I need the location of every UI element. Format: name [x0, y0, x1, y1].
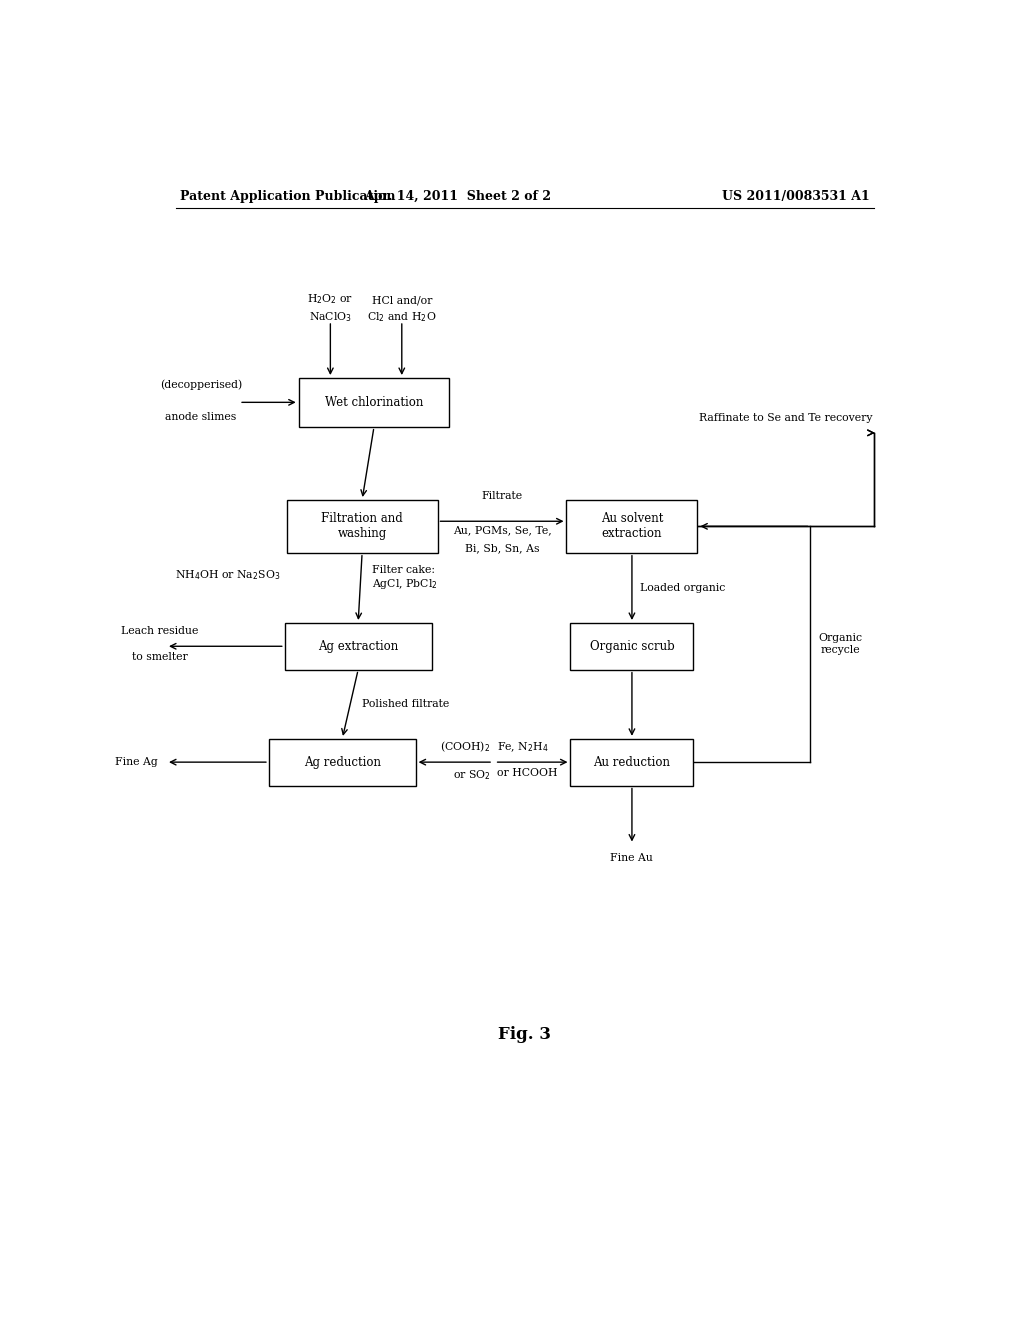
Text: Wet chlorination: Wet chlorination	[325, 396, 423, 409]
FancyBboxPatch shape	[287, 500, 437, 553]
Text: or HCOOH: or HCOOH	[497, 768, 557, 779]
Text: Filter cake:
AgCl, PbCl$_2$: Filter cake: AgCl, PbCl$_2$	[372, 565, 437, 590]
Text: Organic
recycle: Organic recycle	[818, 634, 862, 655]
FancyBboxPatch shape	[269, 739, 416, 785]
Text: Apr. 14, 2011  Sheet 2 of 2: Apr. 14, 2011 Sheet 2 of 2	[364, 190, 551, 202]
Text: Fine Au: Fine Au	[610, 853, 653, 862]
Text: (decopperised): (decopperised)	[160, 380, 242, 391]
FancyBboxPatch shape	[570, 623, 693, 669]
Text: Leach residue: Leach residue	[121, 626, 199, 636]
Text: Polished filtrate: Polished filtrate	[362, 700, 450, 709]
Text: HCl and/or: HCl and/or	[372, 296, 432, 306]
FancyBboxPatch shape	[570, 739, 693, 785]
Text: US 2011/0083531 A1: US 2011/0083531 A1	[722, 190, 870, 202]
Text: or SO$_2$: or SO$_2$	[453, 768, 490, 781]
Text: Au, PGMs, Se, Te,: Au, PGMs, Se, Te,	[453, 525, 551, 536]
Text: Fe, N$_2$H$_4$: Fe, N$_2$H$_4$	[497, 741, 549, 754]
Text: anode slimes: anode slimes	[166, 412, 237, 422]
FancyBboxPatch shape	[299, 378, 450, 426]
Text: Ag reduction: Ag reduction	[304, 755, 381, 768]
Text: Bi, Sb, Sn, As: Bi, Sb, Sn, As	[465, 544, 540, 553]
Text: NaClO$_3$: NaClO$_3$	[309, 310, 352, 323]
Text: Fig. 3: Fig. 3	[499, 1026, 551, 1043]
Text: H$_2$O$_2$ or: H$_2$O$_2$ or	[307, 292, 353, 306]
FancyBboxPatch shape	[285, 623, 431, 669]
Text: Patent Application Publication: Patent Application Publication	[179, 190, 395, 202]
Text: NH$_4$OH or Na$_2$SO$_3$: NH$_4$OH or Na$_2$SO$_3$	[175, 568, 281, 582]
FancyBboxPatch shape	[566, 500, 697, 553]
Text: Fine Ag: Fine Ag	[116, 758, 158, 767]
Text: Loaded organic: Loaded organic	[640, 583, 725, 593]
Text: Filtration and
washing: Filtration and washing	[322, 512, 403, 540]
Text: Au reduction: Au reduction	[594, 755, 671, 768]
Text: Au solvent
extraction: Au solvent extraction	[601, 512, 664, 540]
Text: Raffinate to Se and Te recovery: Raffinate to Se and Te recovery	[699, 413, 872, 422]
Text: Filtrate: Filtrate	[481, 491, 522, 500]
Text: to smelter: to smelter	[132, 652, 187, 663]
Text: Organic scrub: Organic scrub	[590, 640, 675, 653]
Text: Ag extraction: Ag extraction	[318, 640, 398, 653]
Text: Cl$_2$ and H$_2$O: Cl$_2$ and H$_2$O	[367, 310, 436, 323]
Text: (COOH)$_2$: (COOH)$_2$	[440, 739, 490, 754]
